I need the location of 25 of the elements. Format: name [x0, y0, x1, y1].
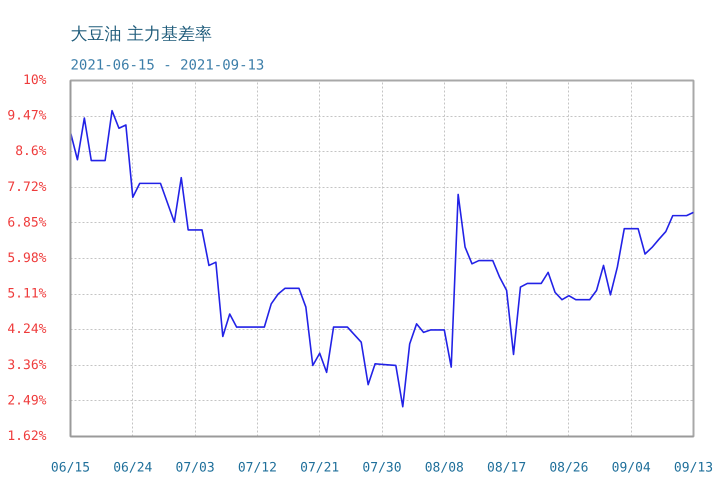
- x-tick-label: 07/30: [362, 460, 402, 476]
- y-tick-label: 5.98%: [7, 251, 47, 266]
- y-tick-label: 7.72%: [7, 180, 47, 195]
- y-tick-label: 1.62%: [7, 429, 47, 444]
- chart-subtitle: 2021-06-15 - 2021-09-13: [70, 58, 264, 74]
- x-tick-label: 06/15: [50, 460, 90, 476]
- x-tick-label: 07/21: [300, 460, 340, 476]
- y-tick-label: 9.47%: [7, 108, 47, 124]
- line-series: [70, 110, 694, 408]
- y-tick-label: 6.85%: [7, 215, 47, 230]
- x-tick-label: 06/24: [113, 460, 153, 476]
- y-tick-label: 3.36%: [7, 358, 47, 373]
- x-tick-label: 09/13: [674, 460, 714, 476]
- y-tick-label: 5.11%: [7, 286, 47, 302]
- x-tick-label: 08/17: [487, 460, 526, 476]
- x-tick-label: 08/08: [424, 460, 464, 476]
- y-tick-label: 10%: [23, 73, 47, 88]
- y-tick-label: 2.49%: [7, 393, 47, 408]
- x-tick-label: 09/04: [612, 460, 651, 476]
- x-tick-label: 08/26: [549, 460, 588, 476]
- y-tick-label: 4.24%: [7, 322, 47, 338]
- y-tick-label: 8.6%: [15, 144, 47, 160]
- chart-title: 大豆油 主力基差率: [70, 24, 212, 44]
- x-tick-label: 07/03: [176, 460, 215, 476]
- x-tick-label: 07/12: [238, 460, 277, 476]
